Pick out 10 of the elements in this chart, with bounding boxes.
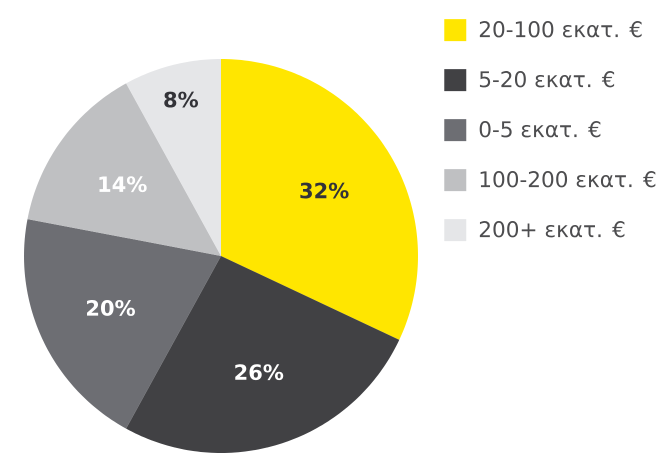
legend-label: 0-5 εκατ. € — [480, 121, 600, 138]
data-label: 14% — [99, 176, 147, 192]
legend-label: 100-200 εκατ. € — [480, 171, 656, 188]
data-label: 32% — [300, 182, 349, 198]
legend-label: 200+ εκατ. € — [480, 221, 624, 238]
data-label: 8% — [164, 92, 198, 108]
legend-label: 20-100 εκατ. € — [480, 21, 642, 38]
data-label: 20% — [87, 300, 135, 316]
legend-label: 5-20 εκατ. € — [480, 71, 614, 88]
data-label: 26% — [235, 364, 284, 380]
